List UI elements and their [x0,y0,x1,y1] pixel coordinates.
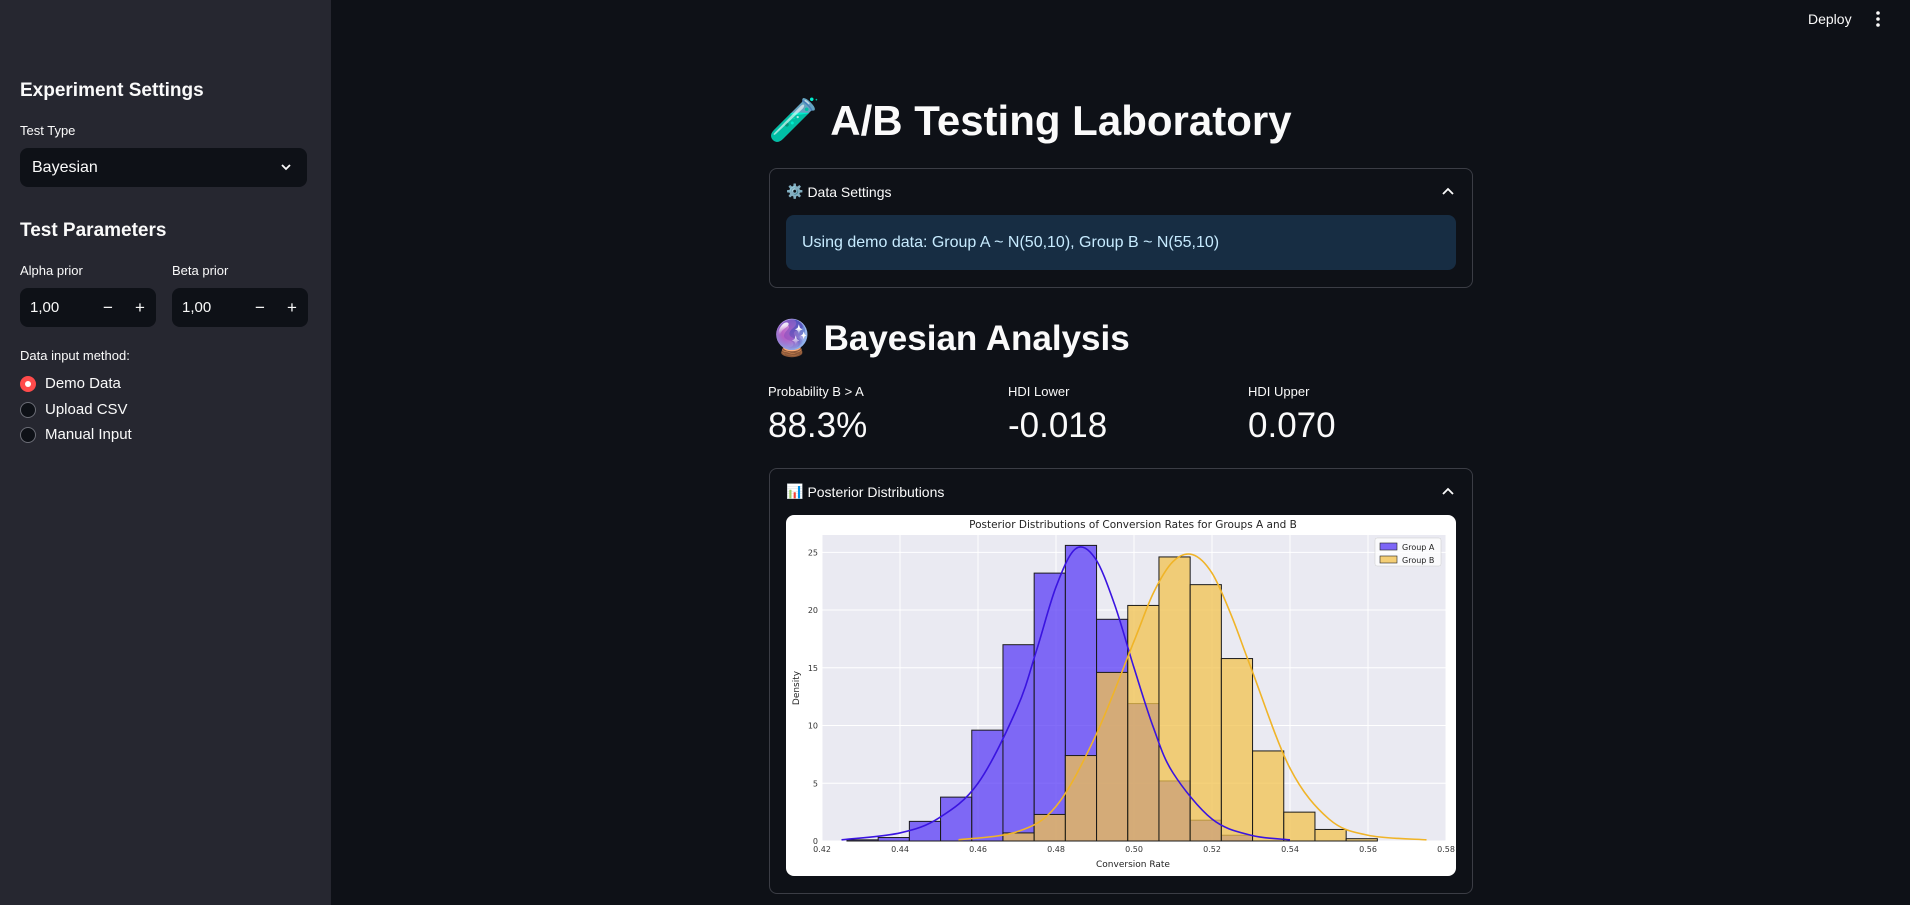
x-tick-label: 0.42 [813,845,831,854]
posterior-header[interactable]: 📊 Posterior Distributions [786,483,944,500]
metric-value-probability: 88.3% [768,406,868,445]
chevron-up-icon[interactable] [1442,487,1454,495]
deploy-button[interactable]: Deploy [1808,11,1852,27]
histogram-bar-group-a [908,820,942,842]
metric-label-probability: Probability B > A [768,384,864,399]
posterior-chart-svg: 0.42 0.44 0.46 0.48 0.50 0.52 0.54 0.56 0.58 0 5 10… [792,519,1455,870]
experiment-settings-heading: Experiment Settings [20,80,204,101]
x-tick-label: 0.44 [891,845,909,854]
histogram-bar-group-b [1158,556,1191,842]
histogram-bar-group-a [846,839,879,842]
beta-decrement-button[interactable]: − [255,297,265,317]
page-title: 🧪 A/B Testing Laboratory [768,96,1292,145]
radio-unselected-icon[interactable] [20,401,36,418]
kde-curve-group-b [958,553,1427,841]
test-type-value: Bayesian [32,158,98,176]
radio-upload-csv[interactable]: Upload CSV [20,401,128,418]
histogram-bar-group-b [1314,828,1347,842]
alpha-prior-label: Alpha prior [20,263,83,278]
metric-value-hdi-upper: 0.070 [1248,406,1336,445]
histogram-bar-group-b [1220,658,1254,842]
histogram-bar-group-b [1033,813,1066,842]
beta-prior-label: Beta prior [172,263,229,278]
alpha-prior-value[interactable]: 1,00 [30,299,60,316]
data-settings-header[interactable]: ⚙️ Data Settings [786,183,892,200]
beta-prior-input[interactable]: 1,00 − + [172,288,308,327]
histogram-bar-group-b [1096,671,1129,842]
metric-label-hdi-lower: HDI Lower [1008,384,1070,399]
y-tick-label: 10 [808,722,818,731]
chart-legend: Group A Group B [1374,537,1442,567]
posterior-title: Posterior Distributions [807,483,945,500]
data-settings-title: Data Settings [807,183,892,200]
beta-prior-value[interactable]: 1,00 [182,299,212,316]
histogram-bar-group-a [940,796,973,842]
x-tick-label: 0.50 [1125,845,1143,854]
test-parameters-heading: Test Parameters [20,220,167,241]
analysis-heading: 🔮 Bayesian Analysis [770,318,1130,359]
histogram-bar-group-b [1064,755,1098,842]
legend-label-group-a: Group A [1402,543,1435,552]
legend-swatch-group-a [1379,542,1398,551]
test-type-label: Test Type [20,123,76,138]
radio-label: Manual Input [45,426,132,443]
alpha-prior-input[interactable]: 1,00 − + [20,288,156,327]
y-tick-label: 25 [808,548,818,557]
radio-label: Upload CSV [45,401,128,418]
analysis-heading-text: Bayesian Analysis [823,318,1130,358]
x-axis-label: Conversion Rate [1096,860,1170,870]
beta-increment-button[interactable]: + [287,297,297,317]
alpha-increment-button[interactable]: + [135,297,145,317]
legend-swatch-group-b [1379,555,1398,564]
radio-manual-input[interactable]: Manual Input [20,426,132,443]
y-tick-label: 20 [808,606,818,615]
more-options-icon[interactable] [1874,10,1882,28]
y-axis-label: Density [792,670,802,705]
kde-curve-group-a [841,546,1291,841]
histogram-bar-group-b [1189,584,1222,842]
metric-value-hdi-lower: -0.018 [1008,406,1108,445]
y-tick-label: 0 [813,837,818,846]
histogram-bar-group-b [1252,750,1285,842]
chevron-down-icon [281,164,291,171]
y-tick-label: 5 [813,779,818,788]
bar-chart-icon: 📊 [786,483,804,499]
radio-demo-data[interactable]: Demo Data [20,375,121,392]
x-tick-label: 0.48 [1047,845,1065,854]
x-tick-label: 0.58 [1437,845,1455,854]
x-tick-label: 0.56 [1359,845,1377,854]
crystal-ball-icon: 🔮 [770,319,814,358]
gear-icon: ⚙️ [786,183,804,199]
sidebar: Experiment Settings Test Type Bayesian T… [0,0,331,905]
test-tube-icon: 🧪 [768,96,821,143]
chevron-up-icon[interactable] [1442,187,1454,195]
chart-title: Posterior Distributions of Conversion Ra… [969,519,1297,531]
demo-data-info: Using demo data: Group A ~ N(50,10), Gro… [786,215,1456,270]
radio-selected-icon[interactable] [20,375,36,392]
posterior-expander: 📊 Posterior Distributions 0.42 0.44 0.46 0.… [769,468,1473,894]
data-settings-expander: ⚙️ Data Settings Using demo data: Group … [769,168,1473,288]
x-tick-label: 0.52 [1203,845,1221,854]
metric-label-hdi-upper: HDI Upper [1248,384,1310,399]
radio-unselected-icon[interactable] [20,426,36,443]
histogram-bar-group-a [877,837,910,842]
x-tick-label: 0.54 [1281,845,1299,854]
histogram-bar-group-b [1283,811,1316,842]
histogram-bar-group-a [1033,572,1066,842]
posterior-chart: 0.42 0.44 0.46 0.48 0.50 0.52 0.54 0.56 0.58 0 5 10… [786,515,1456,876]
test-type-select[interactable]: Bayesian [20,148,307,187]
radio-label: Demo Data [45,375,121,392]
legend-label-group-b: Group B [1402,556,1434,565]
alpha-decrement-button[interactable]: − [103,297,113,317]
page-title-text: A/B Testing Laboratory [830,96,1292,144]
x-tick-label: 0.46 [969,845,987,854]
histogram-bar-group-b [1127,604,1160,842]
y-tick-label: 15 [808,664,818,673]
input-method-label: Data input method: [20,348,130,363]
histogram-bar-group-b [1345,838,1378,842]
